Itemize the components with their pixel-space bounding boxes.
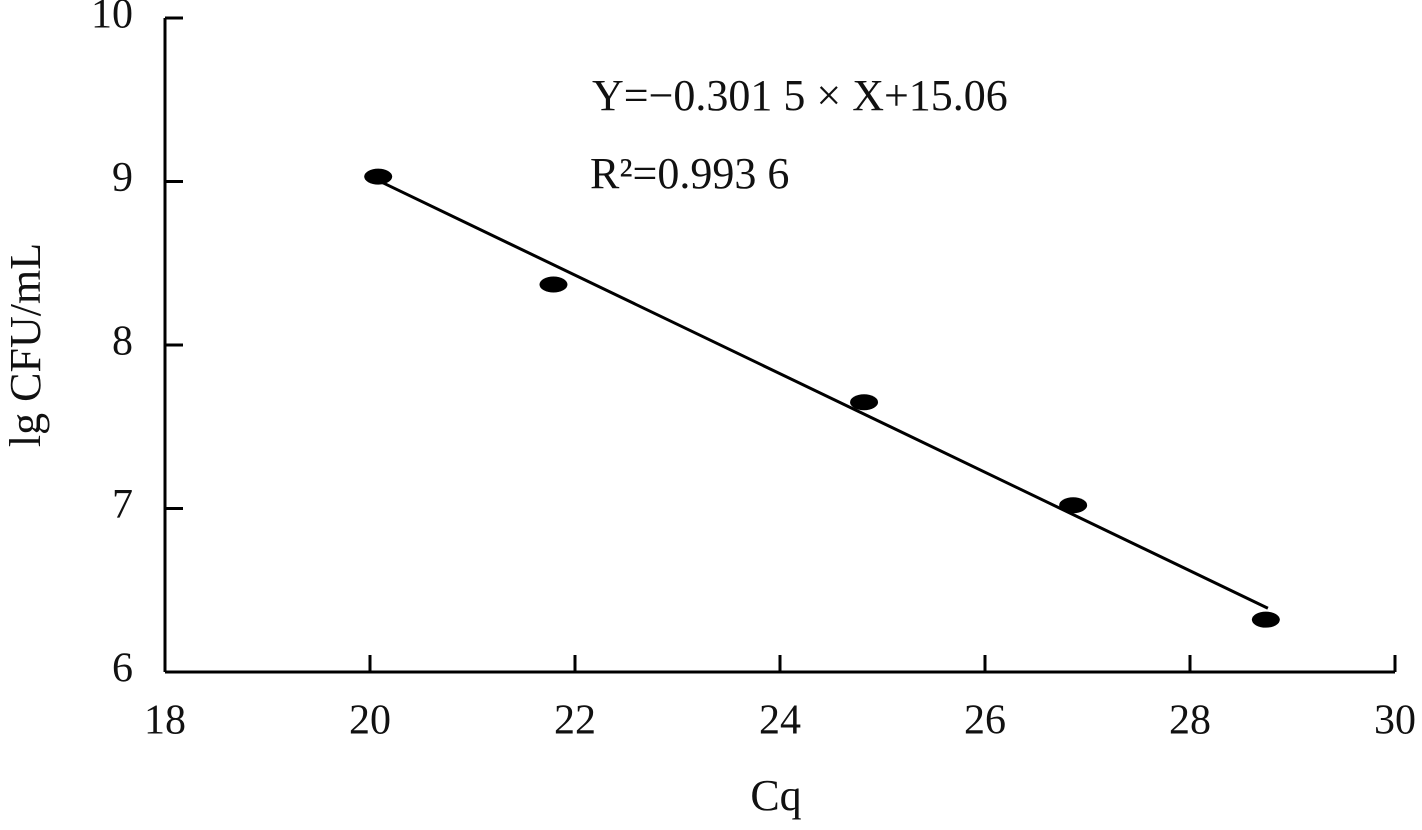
point: [850, 394, 879, 411]
y-tick-label: 8: [112, 319, 133, 365]
x-tick-label: 28: [1169, 698, 1211, 744]
r-squared: R²=0.993 6: [590, 149, 789, 198]
x-tick-label: 26: [964, 698, 1006, 744]
y-tick-label: 6: [112, 646, 133, 692]
point: [364, 168, 393, 185]
y-tick-label: 10: [91, 0, 133, 38]
x-tick-label: 18: [144, 698, 186, 744]
x-axis-label: Cq: [750, 771, 801, 820]
y-tick-label: 7: [112, 482, 133, 528]
x-tick-label: 24: [759, 698, 801, 744]
equation: Y=−0.301 5 × X+15.06: [592, 71, 1008, 120]
trendline: [369, 175, 1269, 610]
point: [539, 276, 568, 293]
point: [1251, 611, 1280, 628]
x-tick-label: 22: [554, 698, 596, 744]
x-tick-label: 20: [349, 698, 391, 744]
point: [1059, 497, 1088, 514]
x-tick-label: 30: [1374, 698, 1416, 744]
y-axis-label: lg CFU/mL: [1, 243, 50, 447]
y-tick-label: 9: [112, 155, 133, 201]
